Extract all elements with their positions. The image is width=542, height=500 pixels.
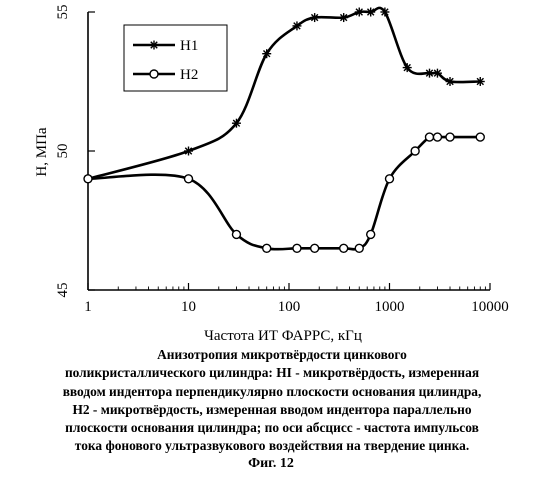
- point-marker-circle: [446, 133, 454, 141]
- point-marker-circle: [311, 244, 319, 252]
- caption-line: тока фонового ультразвукового воздействи…: [6, 437, 538, 455]
- point-marker-circle: [425, 133, 433, 141]
- legend-label: H1: [180, 38, 198, 54]
- x-tick-label: 1000: [375, 299, 405, 315]
- y-tick-label: 50: [55, 144, 71, 159]
- caption-line: Анизотропия микротвёрдости цинкового: [6, 346, 538, 364]
- point-marker-asterisk: [433, 69, 442, 78]
- chart: 1 10 100 1000 10000 45 50 55 Частота ИТ ФАРРС, к…: [0, 0, 542, 345]
- point-marker-circle: [340, 244, 348, 252]
- chart-caption: Анизотропия микротвёрдости цинкового пол…: [6, 346, 538, 456]
- point-marker-circle: [386, 175, 394, 183]
- point-marker-circle: [84, 175, 92, 183]
- point-marker-asterisk: [476, 77, 485, 86]
- point-marker-circle: [355, 244, 363, 252]
- x-tick-label: 100: [278, 299, 301, 315]
- caption-line: плоскости основания цилиндра; по оси абс…: [6, 419, 538, 437]
- x-tick-label: 1: [84, 299, 92, 315]
- caption-line: H2 - микротвёрдость, измеренная вводом и…: [6, 401, 538, 419]
- point-marker-asterisk: [425, 69, 434, 78]
- caption-line: вводом индентора перпендикулярно плоскос…: [6, 383, 538, 401]
- point-marker-circle: [476, 133, 484, 141]
- point-marker-circle: [367, 230, 375, 238]
- point-marker-asterisk: [150, 41, 159, 50]
- y-tick-label: 55: [55, 5, 71, 20]
- point-marker-asterisk: [339, 13, 348, 22]
- y-axis-label: H, МПа: [34, 127, 50, 177]
- legend-label: H2: [180, 67, 198, 83]
- point-marker-circle: [263, 244, 271, 252]
- x-tick-label: 10000: [471, 299, 509, 315]
- point-marker-asterisk: [355, 8, 364, 17]
- x-axis-label: Частота ИТ ФАРРС, кГц: [204, 328, 362, 344]
- series-line: [88, 136, 480, 249]
- point-marker-circle: [232, 230, 240, 238]
- point-marker-asterisk: [310, 13, 319, 22]
- point-marker-circle: [293, 244, 301, 252]
- legend: H1 H2: [124, 25, 227, 91]
- y-tick-label: 45: [55, 283, 71, 298]
- figure-label: Фиг. 12: [0, 456, 542, 472]
- point-marker-asterisk: [232, 119, 241, 128]
- point-marker-asterisk: [446, 77, 455, 86]
- point-marker-asterisk: [262, 49, 271, 58]
- x-tick-label: 10: [181, 299, 196, 315]
- point-marker-circle: [411, 147, 419, 155]
- point-marker-circle: [433, 133, 441, 141]
- point-marker-asterisk: [403, 63, 412, 72]
- series-h2: [84, 133, 484, 252]
- point-marker-asterisk: [380, 8, 389, 17]
- point-marker-asterisk: [366, 8, 375, 17]
- point-marker-asterisk: [292, 21, 301, 30]
- legend-box: [124, 25, 227, 91]
- caption-line: поликристаллического цилиндра: HI - микр…: [6, 364, 538, 382]
- point-marker-asterisk: [184, 147, 193, 156]
- point-marker-circle: [185, 175, 193, 183]
- legend-marker-circle: [150, 70, 158, 78]
